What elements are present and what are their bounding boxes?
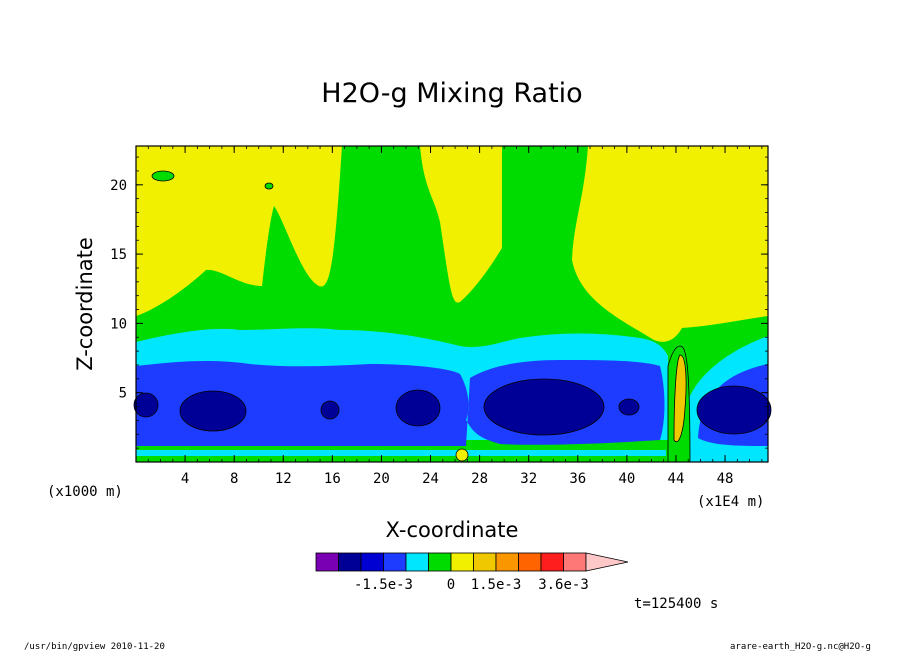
x-unit-right: (x1E4 m) — [697, 494, 764, 510]
colorbar-label: -1.5e-3 — [354, 577, 413, 593]
colorbar-swatch — [383, 552, 407, 572]
colorbar-swatch — [428, 552, 452, 572]
colorbar-swatch — [450, 552, 474, 572]
y-tick-label: 5 — [119, 386, 127, 402]
dark-blue-cores — [133, 378, 772, 436]
colorbar-swatch — [360, 552, 384, 572]
bottom-bands — [136, 450, 666, 462]
x-tick-label: 12 — [275, 471, 292, 487]
colorbar-swatch — [473, 552, 497, 572]
x-axis: 4 8 12 16 20 24 28 32 36 40 44 48 — [147, 146, 763, 487]
x-tick-label: 44 — [668, 471, 685, 487]
y-axis: 5 10 15 20 — [110, 156, 768, 449]
x-tick-label: 8 — [230, 471, 238, 487]
orange-plume-peak — [673, 354, 687, 443]
chart-title: H2O-g Mixing Ratio — [321, 78, 582, 109]
x-tick-label: 20 — [373, 471, 390, 487]
core-5 — [483, 378, 605, 436]
plot-frame — [135, 145, 769, 463]
y-tick-label: 10 — [110, 316, 127, 332]
colorbar-label: 1.5e-3 — [471, 577, 522, 593]
plot-area — [133, 145, 772, 463]
y-tick-label: 15 — [110, 247, 127, 263]
colorbar-label: 3.6e-3 — [538, 577, 589, 593]
x-tick-label: 48 — [717, 471, 734, 487]
x-tick-label: 16 — [324, 471, 341, 487]
colorbar-swatch — [405, 552, 429, 572]
colorbar-swatch — [563, 552, 587, 572]
footer-left: /usr/bin/gpview 2010-11-20 — [24, 642, 165, 652]
core-6 — [618, 398, 640, 416]
green-patch-2 — [264, 182, 274, 190]
footer-right: arare-earth_H2O-g.nc@H2O-g — [730, 642, 871, 652]
colorbar-extend-arrow — [585, 552, 629, 572]
x-axis-label: X-coordinate — [386, 518, 519, 542]
y-tick-label: 20 — [110, 178, 127, 194]
core-2 — [179, 390, 247, 432]
colorbar-swatch — [338, 552, 362, 572]
colorbar-swatch — [540, 552, 564, 572]
x-tick-label: 28 — [471, 471, 488, 487]
x-tick-label: 32 — [520, 471, 537, 487]
x-unit-left: (x1000 m) — [47, 484, 123, 500]
time-label: t=125400 s — [634, 596, 718, 612]
core-1 — [133, 392, 159, 418]
core-7 — [696, 385, 772, 435]
core-3 — [320, 400, 340, 420]
colorbar-swatch — [495, 552, 519, 572]
green-patch-1 — [151, 170, 175, 182]
yellow-bump — [455, 448, 469, 462]
x-tick-label: 40 — [618, 471, 635, 487]
x-tick-label: 36 — [569, 471, 586, 487]
x-tick-label: 24 — [422, 471, 439, 487]
core-4 — [395, 389, 441, 427]
colorbar-swatch — [518, 552, 542, 572]
colorbar: -1.5e-3 0 1.5e-3 3.6e-3 — [315, 552, 629, 593]
x-tick-label: 4 — [181, 471, 189, 487]
colorbar-label: 0 — [447, 577, 455, 593]
y-axis-label: Z-coordinate — [73, 237, 97, 371]
colorbar-swatch — [315, 552, 339, 572]
